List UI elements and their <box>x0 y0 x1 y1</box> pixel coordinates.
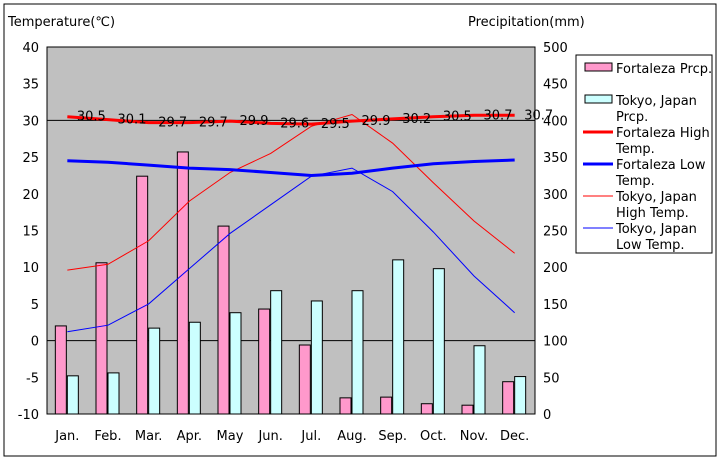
right-tick-label: 100 <box>543 335 568 350</box>
legend-label: Low Temp. <box>616 238 685 253</box>
bar-tokyo-japan-prcp- <box>351 290 364 415</box>
left-tick-label: 40 <box>22 41 39 56</box>
legend-label: Temp. <box>615 174 655 189</box>
x-tick-label: Dec. <box>500 429 529 444</box>
legend-swatch <box>584 94 613 104</box>
left-tick-label: 20 <box>22 188 39 203</box>
bar-tokyo-japan-prcp- <box>432 268 445 415</box>
data-label: 30.1 <box>118 113 147 128</box>
bar-tokyo-japan-prcp- <box>514 376 527 415</box>
x-tick-label: Jun. <box>257 429 282 444</box>
x-tick-label: Aug. <box>337 429 367 444</box>
left-tick-label: 30 <box>22 114 39 129</box>
bar-tokyo-japan-prcp- <box>392 259 405 415</box>
right-tick-label: 200 <box>543 261 568 276</box>
legend-label: Tokyo, Japan <box>615 222 697 237</box>
left-tick-label: 10 <box>22 261 39 276</box>
line-fortaleza-high-temp- <box>67 113 515 126</box>
legend-label: Temp. <box>615 142 655 157</box>
x-tick-label: May <box>217 429 244 444</box>
legend-label: Fortaleza Low <box>616 158 706 173</box>
x-tick-label: Oct. <box>420 429 447 444</box>
left-tick-label: 5 <box>31 298 39 313</box>
bar-fortaleza-prcp- <box>136 175 149 415</box>
bar-tokyo-japan-prcp- <box>188 321 201 415</box>
plot-area <box>46 46 536 415</box>
data-label: 30.2 <box>402 112 431 127</box>
data-label: 29.7 <box>199 116 228 131</box>
data-label: 29.7 <box>158 116 187 131</box>
bar-fortaleza-prcp- <box>176 151 189 415</box>
data-label: 29.9 <box>362 114 391 129</box>
left-tick-label: 15 <box>22 225 39 240</box>
bar-fortaleza-prcp- <box>420 403 433 415</box>
right-tick-label: 50 <box>543 371 560 386</box>
bar-tokyo-japan-prcp- <box>107 372 120 415</box>
left-tick-label: 35 <box>22 78 39 93</box>
x-tick-label: Sep. <box>378 429 407 444</box>
legend-label: Fortaleza High <box>616 126 710 141</box>
legend-swatch <box>584 62 613 72</box>
x-tick-label: Mar. <box>135 429 162 444</box>
x-tick-label: Nov. <box>460 429 489 444</box>
bar-tokyo-japan-prcp- <box>229 312 242 415</box>
bar-fortaleza-prcp- <box>461 404 474 415</box>
line-fortaleza-low-temp- <box>67 158 515 177</box>
bar-fortaleza-prcp- <box>380 396 393 415</box>
right-tick-label: 0 <box>543 408 551 423</box>
data-label: 29.6 <box>280 116 309 131</box>
x-tick-label: Apr. <box>177 429 202 444</box>
bar-tokyo-japan-prcp- <box>473 345 486 415</box>
bar-fortaleza-prcp- <box>258 308 271 415</box>
data-label: 29.9 <box>240 114 269 129</box>
bar-fortaleza-prcp- <box>95 262 108 415</box>
right-tick-label: 250 <box>543 225 568 240</box>
bar-fortaleza-prcp- <box>217 225 230 415</box>
bar-tokyo-japan-prcp- <box>66 375 79 415</box>
legend-label: High Temp. <box>616 206 689 221</box>
right-axis-title: Precipitation(mm) <box>468 15 585 30</box>
data-label: 30.7 <box>484 108 513 123</box>
bar-tokyo-japan-prcp- <box>148 327 161 415</box>
left-tick-label: -5 <box>26 371 39 386</box>
right-tick-label: 500 <box>543 41 568 56</box>
right-tick-label: 300 <box>543 188 568 203</box>
left-tick-label: 0 <box>31 335 39 350</box>
legend-label: Tokyo, Japan <box>615 190 697 205</box>
left-tick-label: -10 <box>18 408 39 423</box>
x-tick-label: Feb. <box>94 429 121 444</box>
data-label: 29.5 <box>321 117 350 132</box>
line-tokyo-japan-low-temp- <box>67 167 516 333</box>
left-tick-label: 25 <box>22 151 39 166</box>
left-axis-title: Temperature(℃) <box>7 15 115 30</box>
bar-fortaleza-prcp- <box>298 344 311 415</box>
right-tick-label: 350 <box>543 151 568 166</box>
bar-fortaleza-prcp- <box>339 397 352 415</box>
bar-fortaleza-prcp- <box>54 325 67 415</box>
right-tick-label: 400 <box>543 114 568 129</box>
data-label: 30.5 <box>443 110 472 125</box>
bar-fortaleza-prcp- <box>502 381 515 415</box>
right-tick-label: 450 <box>543 78 568 93</box>
legend-label: Prcp. <box>616 110 648 125</box>
x-tick-label: Jul. <box>300 429 321 444</box>
data-label: 30.7 <box>524 108 553 123</box>
x-tick-label: Jan. <box>54 429 79 444</box>
data-label: 30.5 <box>77 110 106 125</box>
legend-label: Fortaleza Prcp. <box>616 62 712 77</box>
legend <box>575 54 713 254</box>
legend-label: Tokyo, Japan <box>615 94 697 109</box>
right-tick-label: 150 <box>543 298 568 313</box>
bar-tokyo-japan-prcp- <box>270 290 283 415</box>
line-tokyo-japan-high-temp- <box>67 113 515 271</box>
bar-tokyo-japan-prcp- <box>310 300 323 415</box>
